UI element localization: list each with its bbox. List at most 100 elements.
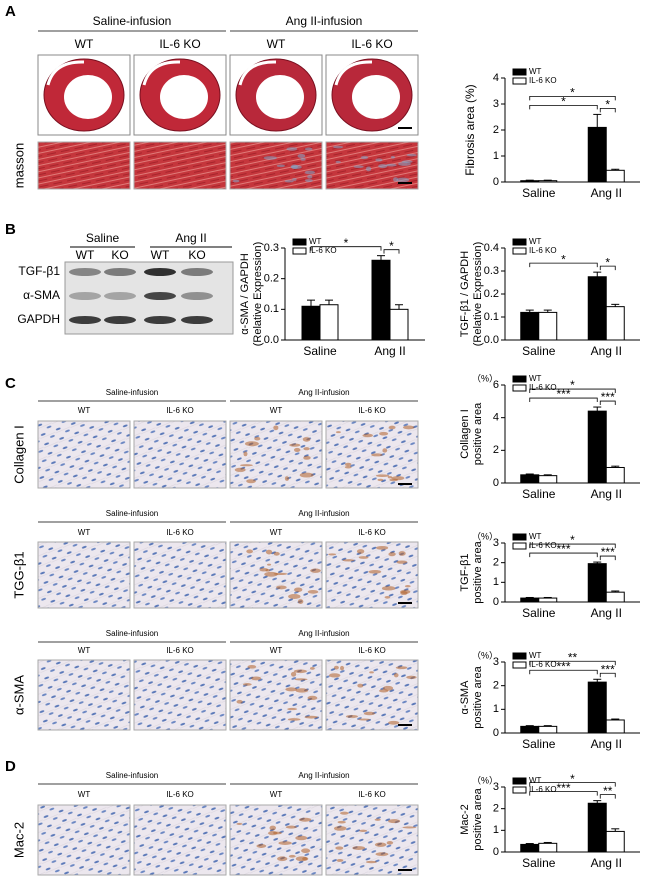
x-tick-label: Ang II	[591, 487, 622, 501]
y-tick-label: 0.0	[264, 334, 279, 346]
lane-label: WT	[76, 248, 95, 262]
stain	[278, 841, 292, 845]
legend-swatch	[512, 77, 527, 85]
bar	[605, 719, 625, 734]
legend-swatch	[512, 777, 527, 785]
bar	[587, 802, 607, 853]
y-tick-label: 3	[493, 98, 499, 110]
y-axis-label: (Relative Expression)	[472, 242, 484, 347]
stain	[369, 671, 374, 674]
row-label: α-SMA	[23, 288, 60, 302]
column-label: IL-6 KO	[166, 528, 194, 537]
stain	[402, 425, 415, 430]
y-tick-label: 0.3	[264, 242, 279, 254]
significance-bracket	[529, 96, 616, 101]
bar	[389, 308, 409, 341]
stain	[263, 156, 277, 160]
significance-label: ***	[601, 390, 615, 404]
stain	[285, 687, 298, 692]
y-tick-label: 0	[493, 846, 499, 858]
stain	[344, 465, 352, 469]
legend-swatch	[512, 375, 527, 383]
heart-lumen	[256, 75, 304, 119]
legend-swatch	[512, 542, 527, 550]
group-label: Saline-infusion	[106, 629, 158, 638]
significance-label: ***	[556, 387, 570, 401]
y-tick-label: 0	[493, 727, 499, 739]
bar	[605, 306, 625, 341]
bar	[605, 169, 625, 183]
significance-bracket	[599, 555, 616, 561]
group-label: Ang II	[175, 231, 206, 245]
panel-letter: D	[5, 758, 16, 775]
column-label: WT	[78, 528, 91, 537]
y-tick-label: 2	[493, 124, 499, 136]
stain	[259, 568, 269, 572]
stain	[307, 695, 318, 701]
micrograph	[229, 659, 323, 731]
stain	[376, 474, 390, 478]
significance-bracket	[599, 400, 616, 406]
column-label: IL-6 KO	[358, 646, 386, 655]
stain	[385, 163, 397, 167]
stain	[352, 846, 366, 851]
micrograph	[133, 141, 227, 190]
bar	[587, 126, 607, 183]
y-axis-label: (Relative Expression)	[252, 242, 264, 347]
significance-label: ***	[556, 542, 570, 556]
y-axis-label: positive area	[472, 787, 484, 850]
significance-bracket	[529, 397, 598, 403]
heart-lumen	[64, 75, 112, 119]
stain	[406, 153, 417, 157]
significance-label: *	[570, 772, 575, 786]
row-label: TGG-β1	[11, 551, 26, 598]
stain	[332, 145, 344, 149]
y-axis-label: α-SMA / GAPDH	[239, 253, 251, 335]
significance-label: **	[568, 650, 578, 664]
y-axis-unit: （%）	[472, 373, 498, 383]
legend-label: WT	[529, 374, 542, 383]
heart-lumen	[352, 75, 400, 119]
stain	[371, 453, 383, 457]
stain	[294, 678, 308, 681]
column-label: IL-6 KO	[166, 646, 194, 655]
bar	[538, 311, 558, 341]
stain	[374, 818, 381, 821]
x-tick-label: Saline	[522, 606, 556, 620]
stain	[358, 556, 369, 559]
micrograph	[133, 420, 227, 489]
stain	[400, 591, 408, 596]
rv-lumen	[46, 60, 85, 86]
stain	[378, 164, 388, 169]
stain	[368, 569, 382, 574]
y-tick-label: 6	[493, 379, 499, 391]
band	[144, 268, 176, 276]
bar	[538, 475, 558, 484]
x-tick-label: Saline	[303, 344, 337, 358]
stain	[362, 433, 374, 438]
row-label: TGF-β1	[18, 264, 60, 278]
bar	[319, 304, 339, 341]
stain	[293, 447, 301, 453]
significance-label: *	[605, 98, 610, 112]
stain	[284, 179, 294, 183]
stain	[396, 177, 410, 183]
legend-label: IL-6 KO	[309, 246, 337, 255]
panel-letter: C	[5, 375, 16, 392]
stain	[382, 448, 388, 453]
significance-bracket	[529, 791, 598, 796]
y-tick-label: 2	[493, 680, 499, 692]
stain	[393, 673, 399, 678]
stain	[264, 571, 278, 577]
lane-label: KO	[111, 248, 128, 262]
significance-bracket	[529, 660, 616, 666]
column-label: IL-6 KO	[358, 406, 386, 415]
micrograph	[37, 659, 131, 731]
stain	[391, 476, 405, 481]
stain	[384, 595, 391, 599]
column-label: WT	[78, 646, 91, 655]
significance-bracket	[529, 552, 598, 558]
stain	[406, 675, 417, 679]
stain	[300, 157, 306, 161]
legend-label: IL-6 KO	[529, 383, 557, 392]
